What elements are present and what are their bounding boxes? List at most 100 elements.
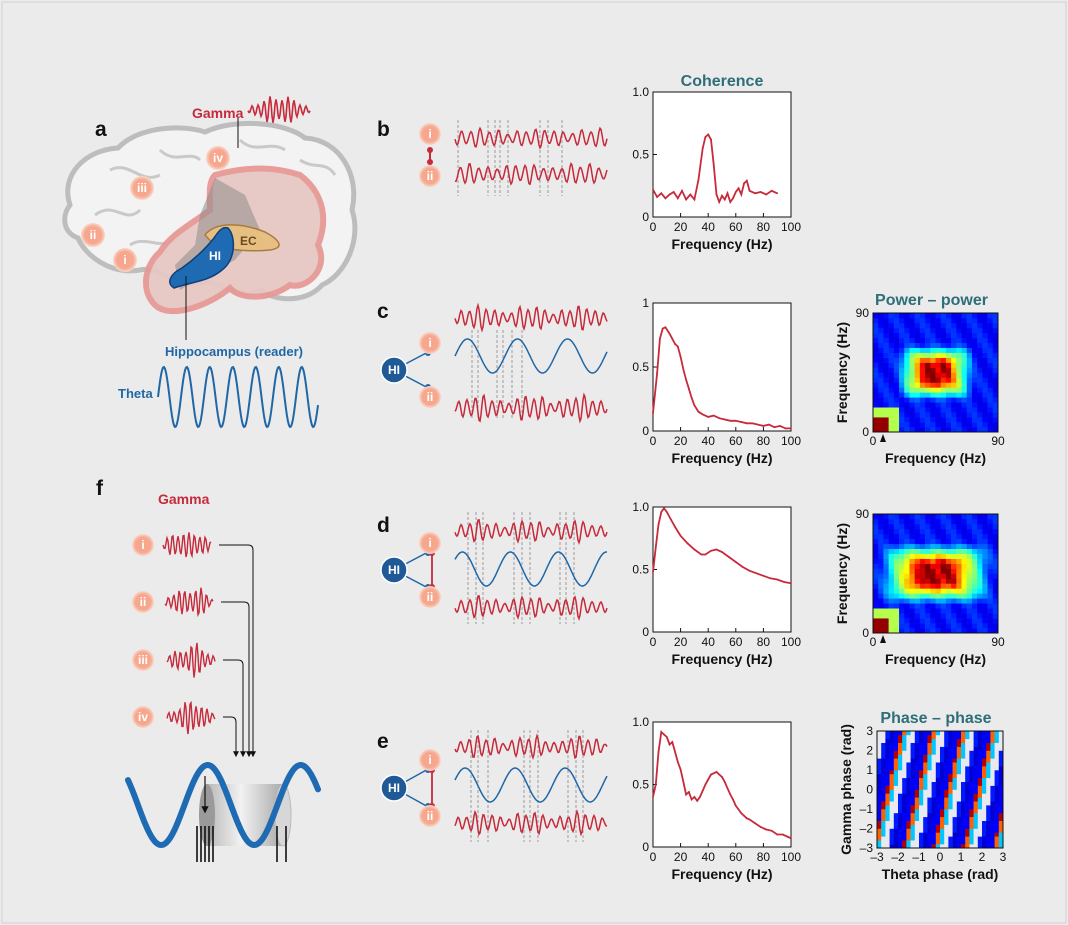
heat-cell [951,392,957,398]
heat-cell [898,797,903,802]
heat-cell [899,337,905,344]
heat-cell [945,613,952,619]
heat-cell [977,563,983,569]
heat-cell [977,766,983,771]
heat-cell [873,372,879,378]
heat-cell [956,407,962,413]
heat-cell [927,777,932,782]
heat-cell [973,820,979,825]
heat-cell [982,417,988,423]
heat-cell [982,523,988,530]
heat-cell [904,397,910,403]
heat-cell [899,417,905,423]
heat-cell [885,770,890,775]
heat-cell [899,593,905,599]
heat-cell [889,770,895,775]
heat-cell [961,417,968,423]
heat-cell [925,618,931,624]
heat-cell [914,750,920,755]
heat-cell [990,773,995,779]
data-point [745,817,748,820]
heat-cell [982,357,988,363]
heat-cell [898,773,903,779]
heat-cell [909,382,915,388]
heat-cell [944,805,949,810]
heat-cell [931,781,937,786]
heat-cell [966,427,973,433]
heat-cell [914,313,921,319]
heat-cell [982,832,987,837]
heat-cell [919,613,926,619]
heat-cell [956,528,962,535]
heat-cell [987,548,994,554]
heat-cell [902,793,907,798]
heat-cell [877,773,882,779]
heat-cell [966,583,973,589]
heat-cell [956,828,962,833]
heat-cell [987,313,994,319]
x-tick-label: 100 [781,220,801,234]
heat-cell [961,742,966,747]
data-point [721,194,723,197]
data-point [715,193,718,196]
heat-cell [927,844,932,849]
heat-cell [930,387,936,393]
heat-cell [987,422,994,428]
heat-cell [914,812,920,818]
data-point [671,741,674,743]
heat-cell [883,538,889,545]
heat-cell [973,758,979,763]
heat-cell [930,563,936,569]
heat-cell [965,805,970,810]
heat-cell [898,812,903,818]
heat-cell [965,844,970,849]
heat-cell [944,750,949,755]
heat-cell [914,412,921,418]
heat-cell [877,828,882,833]
heat-cell [971,397,978,403]
heat-cell [971,412,978,418]
heat-cell [931,770,937,775]
heat-cell [919,573,926,579]
heat-cell [966,628,973,634]
heat-cell [965,746,970,751]
heat-cell [956,840,962,845]
heat-cell [919,337,926,344]
heat-cell [952,773,958,779]
heat-cell [982,514,988,520]
heat-cell [966,618,973,624]
heat-cell [902,828,907,833]
heat-cell [893,313,900,319]
heat-cell [948,738,953,743]
d-theta-trace [454,551,607,587]
heat-cell [885,832,890,837]
svg-text:iii: iii [137,181,147,195]
node-i: i [419,332,441,354]
heat-cell [910,801,916,806]
f-row-ii: ii [132,587,252,758]
heat-cell [971,558,978,564]
heat-cell [945,514,952,520]
data-point [723,781,726,783]
heat-cell [873,417,879,423]
heat-cell [992,613,999,619]
data-point [781,833,784,836]
c-power-power-frame [872,312,999,433]
heat-cell [899,613,905,619]
data-point [652,796,654,798]
heat-cell [909,518,915,525]
heat-cell [961,377,968,383]
heat-cell [971,578,978,584]
data-point [652,412,654,414]
heat-cell [893,523,900,530]
heat-cell [987,593,994,599]
heat-cell [969,844,974,849]
heat-cell [914,342,921,349]
heat-cell [925,332,931,339]
heat-cell [945,313,952,319]
e-gamma-trace-ii [454,809,608,837]
heat-cell [906,789,911,794]
heat-cell [883,583,889,589]
heat-cell [992,352,999,358]
heat-cell [940,762,945,767]
